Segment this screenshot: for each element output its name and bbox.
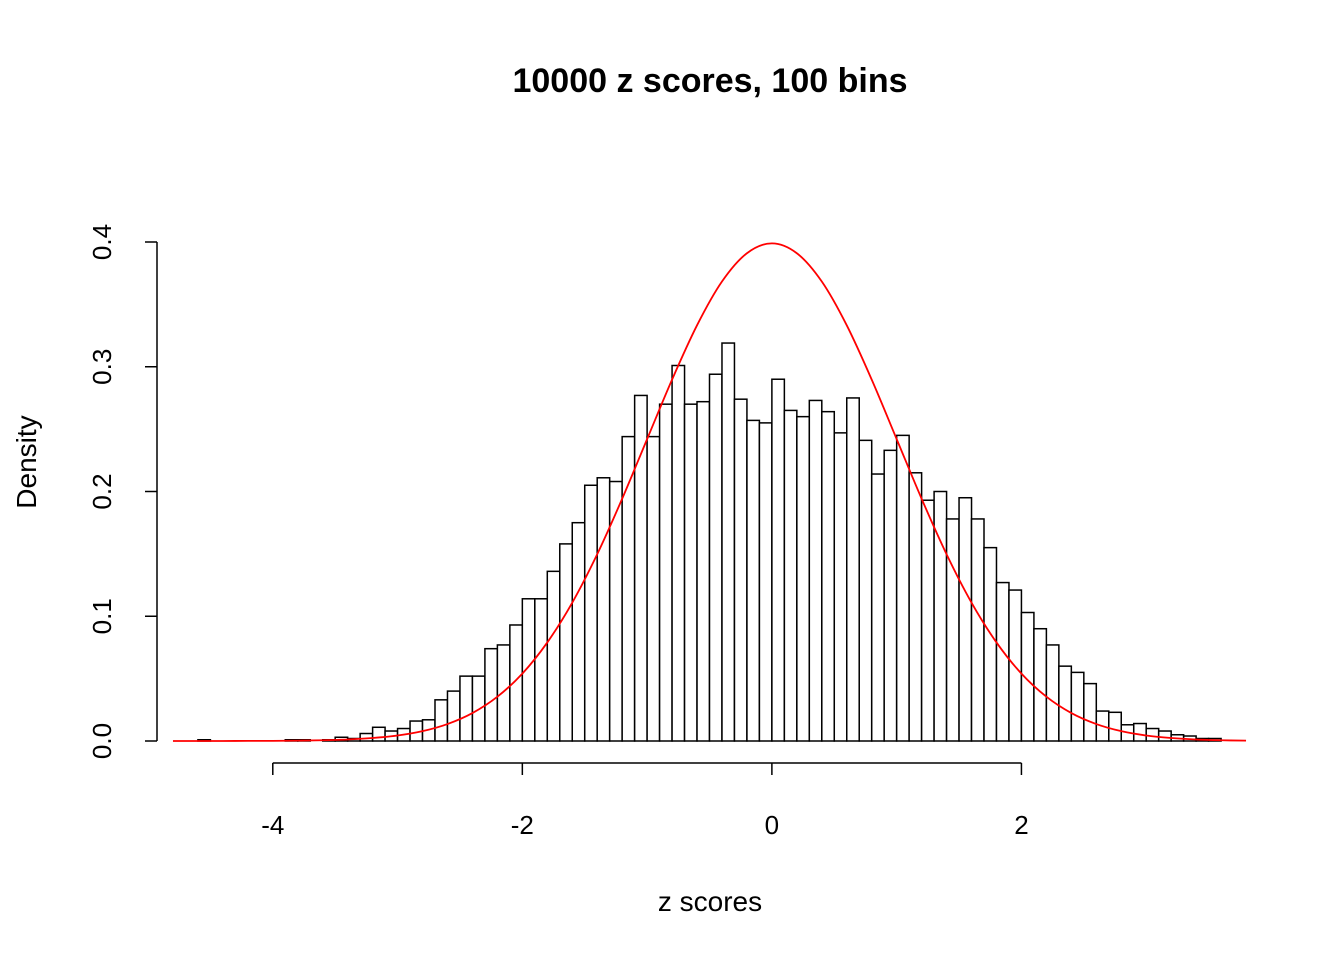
x-tick-label: 2 [1014,810,1028,840]
chart-title: 10000 z scores, 100 bins [512,62,907,100]
bar [534,598,549,742]
bar [446,690,461,742]
bar [995,581,1010,742]
bar [920,499,935,742]
bar [821,410,836,742]
bar [571,521,586,742]
bar [933,490,948,742]
bar [708,373,723,742]
x-tick-label: 0 [765,810,779,840]
bar [583,484,598,742]
bar [1070,671,1085,742]
bar [496,644,511,742]
bar [1108,711,1123,742]
bar [895,434,910,742]
bar [758,422,773,742]
bar [858,439,873,742]
bar [983,546,998,742]
y-axis-label: Density [11,415,42,508]
bar [970,518,985,742]
bar [945,518,960,742]
bar [559,543,573,742]
bar [484,647,499,742]
bar [1145,727,1160,742]
y-tick-label: 0.2 [87,473,117,509]
bar [783,409,798,742]
bar [846,397,860,742]
bar [908,472,923,742]
y-tick-label: 0.3 [87,349,117,385]
bar [633,394,648,742]
bar [771,378,786,742]
bar [596,477,611,742]
bar [733,398,748,742]
y-tick-label: 0.4 [87,224,117,260]
bar [1058,665,1073,742]
bar [721,342,736,742]
density-curve [172,242,1247,742]
bar [1045,644,1060,742]
x-tick-label: -4 [261,810,284,840]
x-axis-label: z scores [658,886,762,917]
bar [658,403,673,742]
bar [870,473,885,742]
y-tick-label: 0.1 [87,598,117,634]
bar [521,598,536,742]
bar [509,624,524,742]
bar [796,415,811,742]
bar [1083,682,1098,742]
bar [808,399,823,742]
bar [746,419,761,742]
bar [434,699,449,742]
bar [1132,722,1147,742]
y-tick-label: 0.0 [87,723,117,759]
bar [671,364,686,742]
bar [696,400,711,742]
bar [459,675,474,742]
bar [683,403,698,742]
bar [883,449,898,742]
bar [1033,627,1048,742]
bar [958,496,973,742]
bar [833,432,848,742]
bar [646,435,661,742]
bar [1157,730,1172,742]
bar [546,570,561,742]
bar [608,480,623,742]
bar [371,726,386,742]
x-tick-label: -2 [511,810,534,840]
